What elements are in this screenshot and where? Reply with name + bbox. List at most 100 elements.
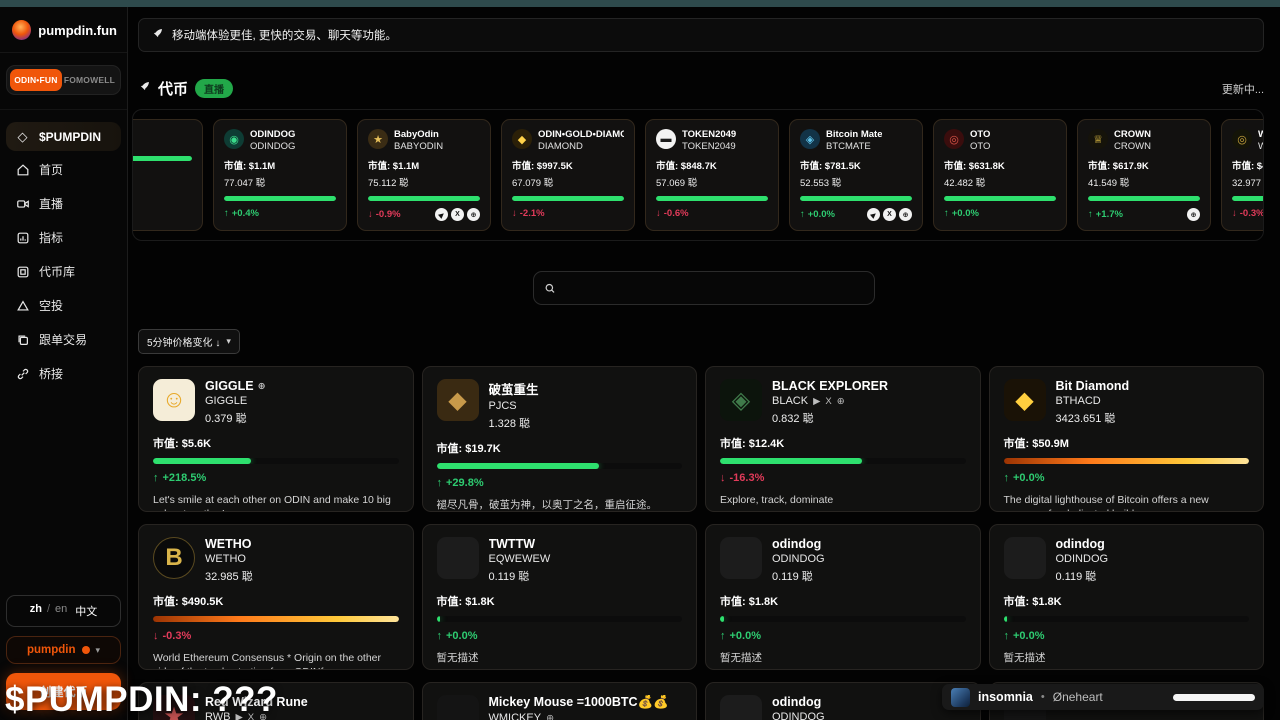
token-sats: 77.047 聪: [224, 178, 266, 189]
token-mcap: 市值: $997.5K: [512, 161, 573, 172]
token-card[interactable]: ◆ 破茧重生 PJCS 1.328 聪 市值: $19.7K ↑ +29.8% 褪…: [421, 366, 697, 512]
token-card[interactable]: ☺ GIGGLE ⊕ GIGGLE 0.379 聪 市值: $5.6K ↑ +218…: [138, 366, 414, 512]
chevron-down-icon: ▾: [95, 644, 101, 655]
ticker-card[interactable]: ◆ ODIN•GOLD•DIAMONDDIAMOND 市值: $997.5K 6…: [501, 119, 635, 231]
token-mcap: 市值: $617.9K: [1088, 161, 1149, 172]
token-name: TOKEN2049: [682, 129, 737, 140]
album-art: [951, 687, 970, 707]
globe-icon[interactable]: ⊕: [259, 711, 268, 720]
token-avatar: [720, 537, 762, 579]
token-card[interactable]: Mickey Mouse =1000BTC💰💰 WMICKEY⊕ 0.119 聪: [421, 682, 697, 720]
sidebar-menu: ◇ $PUMPDIN 首页 直播 指标 代币库 空投: [0, 109, 127, 389]
wallet-dropdown[interactable]: pumpdin ▾: [6, 636, 121, 664]
token-description: 褪尽凡骨，破茧为神，以奥丁之名，重启征途。: [436, 499, 658, 511]
globe-icon[interactable]: ⊕: [899, 208, 912, 221]
globe-icon[interactable]: ⊕: [836, 395, 845, 407]
token-avatar: B: [153, 537, 195, 579]
sidebar-item-token-library[interactable]: 代币库: [6, 256, 121, 287]
sidebar-item-copy-trade[interactable]: 跟单交易: [6, 324, 121, 355]
token-sats: 75.112 聪: [368, 178, 409, 189]
ticker-card[interactable]: ◉ ODINDOG ODINDOG 市值: $1.1M 77.047 聪 ↑ +0.…: [213, 119, 347, 231]
token-name: WET: [1258, 129, 1263, 140]
sidebar-item-live[interactable]: 直播: [6, 188, 121, 219]
token-symbol: CROWN: [1114, 141, 1151, 152]
globe-icon[interactable]: ⊕: [546, 712, 555, 720]
x-icon[interactable]: X: [883, 208, 896, 221]
token-card[interactable]: TWTTW EQWEWEW 0.119 聪 市值: $1.8K ↑ +0.0% 暂…: [421, 524, 697, 670]
token-description: World Ethereum Consensus * Origin on the…: [153, 652, 382, 669]
token-avatar: [436, 537, 479, 579]
progress-bar: [1003, 616, 1008, 622]
globe-icon[interactable]: ⊕: [467, 208, 480, 221]
token-mcap: 市值: $5.6K: [153, 438, 212, 450]
sidebar-item-airdrop[interactable]: 空投: [6, 290, 121, 321]
token-mcap: 市值: $12.4K: [720, 438, 785, 450]
token-card[interactable]: ◈ BLACK EXPLORER BLACK ▶ X ⊕ 0.832 聪 市值: $1…: [705, 366, 981, 512]
sidebar-item-indicators[interactable]: 指标: [6, 222, 121, 253]
token-card[interactable]: odindog ODINDOG 0.119 聪 市值: $1.8K ↑ +0.0%…: [705, 524, 981, 670]
rocket-icon: [138, 80, 151, 97]
ticker-card[interactable]: ◈ Bitcoin Mate BTCMATE 市值: $781.5K 52.553…: [789, 119, 923, 231]
live-badge[interactable]: 直播: [195, 79, 234, 98]
token-symbol: BTCMATE: [826, 141, 871, 152]
token-avatar: ♕: [1088, 129, 1108, 149]
telegram-icon[interactable]: ▶: [813, 395, 821, 407]
token-card[interactable]: odindog ODINDOG 0.119 聪: [705, 682, 981, 720]
token-card[interactable]: ◆ Bit Diamond BTHACD 3423.651 聪 市值: $50.…: [988, 366, 1264, 512]
ticker-card[interactable]: ◎ OTO OTO 市值: $631.8K 42.482 聪 ↑ +0.0%: [933, 119, 1067, 231]
token-card[interactable]: odindog ODINDOG 0.119 聪 市值: $1.8K ↑ +0.0%…: [988, 524, 1264, 670]
token-card[interactable]: ★ Red Wizard Rune RWB▶X⊕ 0.119 聪: [138, 682, 414, 720]
token-card[interactable]: B WETHO WETHO 32.985 聪 市值: $490.5K ↓ -0.3…: [138, 524, 414, 670]
create-token-button[interactable]: 创建代币: [6, 673, 121, 710]
telegram-icon[interactable]: ▶: [235, 711, 243, 720]
price-change: ↓ -16.3%: [720, 472, 765, 484]
token-avatar: ▬: [656, 129, 676, 149]
token-symbol: BTHACD: [1055, 395, 1101, 407]
ticker-card[interactable]: ◎ WETWET 市值: $490. 32.977 聪 ↓-0.3%: [1221, 119, 1263, 231]
toggle-fomowell[interactable]: FOMOWELL: [63, 75, 115, 85]
price-change: ↓ -0.9%: [368, 209, 401, 220]
toggle-odinfun[interactable]: ODIN•FUN: [10, 69, 62, 91]
ticker-card[interactable]: ▬ TOKEN2049 TOKEN2049 市值: $848.7K 57.069 …: [645, 119, 779, 231]
token-symbol: OTO: [970, 141, 991, 152]
token-mcap: 市值: $1.1M: [368, 161, 420, 172]
logo[interactable]: pumpdin.fun: [0, 7, 127, 53]
token-avatar: [720, 695, 762, 720]
link-icon: [15, 366, 30, 381]
page-title: 代币: [158, 81, 189, 98]
globe-icon[interactable]: ⊕: [1187, 208, 1200, 221]
ticker-card[interactable]: ★ BabyOdin BABYODIN 市值: $1.1M 75.112 聪 ↓ -…: [357, 119, 491, 231]
token-name: BabyOdin: [394, 129, 439, 140]
chevron-down-icon: ▾: [226, 336, 231, 346]
x-icon[interactable]: X: [247, 711, 255, 720]
playback-progress[interactable]: [1173, 693, 1255, 701]
language-switch[interactable]: zh / en 中文: [6, 595, 121, 627]
token-sats: 0.832 聪: [772, 413, 814, 425]
x-icon[interactable]: X: [825, 395, 832, 407]
token-description: 暂无描述: [436, 652, 479, 664]
announcement-banner[interactable]: 移动端体验更佳, 更快的交易、聊天等功能。: [138, 18, 1264, 52]
token-mcap: 市值: $1.1M: [224, 161, 276, 172]
track-title: insomnia: [978, 690, 1033, 704]
sidebar-item-home[interactable]: 首页: [6, 154, 121, 185]
search-box[interactable]: [533, 271, 875, 305]
progress-bar: [944, 196, 1056, 201]
progress-bar: [512, 196, 624, 201]
sort-filter-dropdown[interactable]: 5分钟价格变化 ↓ ▾: [138, 329, 240, 354]
globe-icon[interactable]: ⊕: [257, 380, 266, 392]
telegram-icon[interactable]: ▶: [435, 208, 448, 221]
token-avatar: ◆: [436, 379, 479, 421]
search-input[interactable]: [564, 281, 864, 295]
ticker-card[interactable]: ): [133, 119, 203, 231]
sidebar-item-pumpdin[interactable]: ◇ $PUMPDIN: [6, 122, 121, 151]
token-sats: 32.985 聪: [205, 571, 253, 583]
token-mcap: 市值: $50.9M: [1003, 438, 1069, 450]
x-icon[interactable]: X: [451, 208, 464, 221]
media-player-toast[interactable]: insomnia • Øneheart: [942, 684, 1264, 710]
price-change: ↓ -0.3%: [153, 630, 192, 642]
sidebar-item-bridge[interactable]: 桥接: [6, 358, 121, 389]
telegram-icon[interactable]: ▶: [867, 208, 880, 221]
ticker-card[interactable]: ♕ CROWN CROWN 市值: $617.9K 41.549 聪 ↑ +1.7%…: [1077, 119, 1211, 231]
token-avatar: ★: [153, 695, 195, 720]
token-mcap: 市值: $1.8K: [720, 596, 779, 608]
